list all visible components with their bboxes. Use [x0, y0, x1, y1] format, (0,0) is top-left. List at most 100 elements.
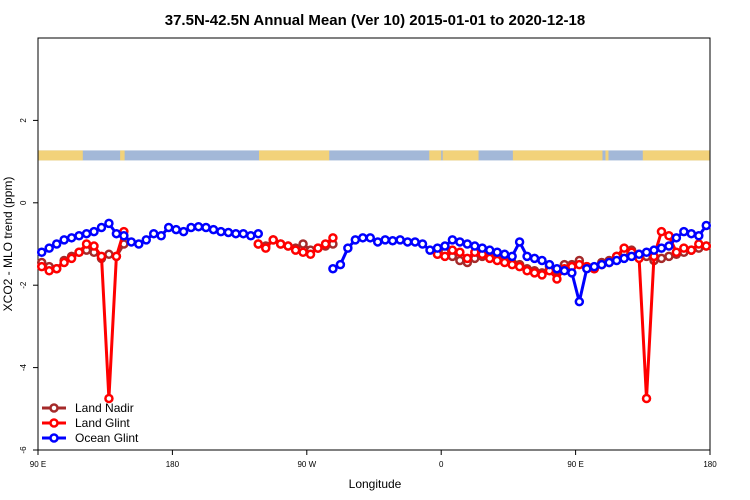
- data-point-ocean-glint: [574, 296, 585, 307]
- y-tick-label: 2: [19, 118, 28, 123]
- data-point-ocean-glint: [664, 241, 674, 251]
- data-point-ocean-glint: [96, 222, 107, 233]
- data-point-land-glint: [656, 226, 667, 237]
- data-point-ocean-glint: [410, 237, 420, 247]
- data-point-ocean-glint: [231, 228, 241, 239]
- series-land-glint: [36, 226, 712, 404]
- data-point-ocean-glint: [126, 237, 137, 247]
- data-point-ocean-glint: [679, 226, 689, 237]
- data-point-ocean-glint: [656, 243, 667, 253]
- data-point-ocean-glint: [193, 221, 204, 232]
- data-point-ocean-glint: [66, 233, 77, 243]
- data-point-ocean-glint: [119, 231, 129, 241]
- data-point-land-glint: [514, 261, 525, 272]
- data-point-land-glint: [537, 270, 547, 280]
- data-point-land-nadir: [298, 239, 308, 249]
- data-point-ocean-glint: [163, 222, 174, 233]
- data-point-land-glint: [552, 274, 562, 284]
- data-point-land-glint: [320, 239, 331, 249]
- data-point-ocean-glint: [582, 263, 592, 274]
- data-point-ocean-glint: [425, 245, 435, 255]
- data-point-ocean-glint: [641, 247, 652, 257]
- data-point-land-glint: [641, 393, 652, 404]
- data-point-land-glint: [447, 245, 458, 255]
- data-point-ocean-glint: [604, 257, 614, 268]
- data-point-ocean-glint: [522, 251, 532, 262]
- data-point-ocean-glint: [201, 222, 211, 233]
- data-point-land-glint: [679, 243, 689, 253]
- series-group: [36, 218, 712, 404]
- land-segment: [429, 150, 442, 161]
- x-axis-title: Longitude: [349, 477, 402, 491]
- data-point-ocean-glint: [387, 235, 398, 246]
- data-point-land-glint: [313, 243, 323, 253]
- land-segment: [38, 150, 83, 161]
- data-point-ocean-glint: [701, 220, 712, 231]
- data-point-land-glint: [283, 241, 293, 251]
- data-point-ocean-glint: [178, 226, 189, 237]
- data-point-ocean-glint: [470, 241, 480, 251]
- legend-label-land-nadir: Land Nadir: [75, 401, 134, 415]
- land-segment: [605, 150, 609, 161]
- data-point-ocean-glint: [186, 222, 196, 233]
- land-ocean-band: [38, 150, 710, 161]
- data-point-ocean-glint: [223, 227, 234, 238]
- data-point-ocean-glint: [343, 243, 353, 253]
- data-point-land-glint: [36, 261, 47, 272]
- data-point-ocean-glint: [36, 247, 47, 257]
- data-point-land-glint: [455, 247, 465, 257]
- data-point-ocean-glint: [328, 263, 338, 274]
- data-point-land-glint: [619, 243, 629, 253]
- data-point-ocean-glint: [89, 226, 99, 237]
- y-axis-title: XCO2 - MLO trend (ppm): [1, 177, 15, 312]
- legend-marker-land-glint: [49, 418, 59, 428]
- data-point-land-nadir: [104, 249, 114, 260]
- data-point-land-glint: [305, 249, 316, 260]
- data-point-land-glint: [81, 239, 92, 249]
- data-point-land-glint: [507, 259, 517, 270]
- data-point-land-glint: [260, 243, 271, 253]
- data-point-ocean-glint: [455, 237, 465, 247]
- data-point-ocean-glint: [596, 259, 607, 270]
- data-point-ocean-glint: [156, 231, 166, 241]
- land-segment: [259, 150, 330, 161]
- data-point-ocean-glint: [626, 251, 637, 262]
- data-point-ocean-glint: [507, 251, 517, 262]
- data-point-ocean-glint: [589, 261, 600, 272]
- data-point-ocean-glint: [694, 231, 704, 241]
- data-point-land-glint: [111, 251, 122, 262]
- data-point-ocean-glint: [462, 239, 473, 249]
- data-point-ocean-glint: [141, 235, 152, 245]
- data-point-ocean-glint: [372, 237, 383, 247]
- data-point-ocean-glint: [529, 253, 540, 264]
- data-point-ocean-glint: [208, 224, 219, 235]
- data-point-land-glint: [59, 257, 69, 268]
- legend-marker-ocean-glint: [49, 433, 59, 443]
- data-point-ocean-glint: [358, 233, 368, 243]
- data-point-ocean-glint: [514, 237, 525, 247]
- y-tick-label: 0: [19, 200, 28, 205]
- data-point-ocean-glint: [59, 235, 69, 245]
- data-point-land-glint: [701, 241, 712, 251]
- data-point-ocean-glint: [380, 235, 390, 245]
- data-point-ocean-glint: [134, 239, 144, 249]
- data-point-land-glint: [51, 263, 62, 274]
- data-point-land-nadir: [664, 251, 674, 262]
- data-point-land-glint: [492, 255, 502, 266]
- x-tick-label: 90 E: [567, 460, 583, 469]
- data-point-land-glint: [664, 231, 674, 241]
- data-point-ocean-glint: [216, 226, 226, 237]
- data-point-land-glint: [290, 245, 301, 255]
- data-point-land-glint: [275, 239, 286, 249]
- data-point-ocean-glint: [350, 235, 361, 245]
- data-point-ocean-glint: [74, 231, 84, 241]
- data-point-ocean-glint: [402, 237, 413, 247]
- data-point-land-glint: [671, 247, 682, 257]
- data-point-land-glint: [298, 247, 308, 257]
- data-point-ocean-glint: [51, 239, 62, 249]
- land-segment: [512, 150, 603, 161]
- data-point-land-glint: [66, 253, 77, 264]
- data-point-land-nadir: [656, 253, 667, 264]
- x-tick-label: 180: [703, 460, 717, 469]
- data-point-land-glint: [268, 235, 278, 245]
